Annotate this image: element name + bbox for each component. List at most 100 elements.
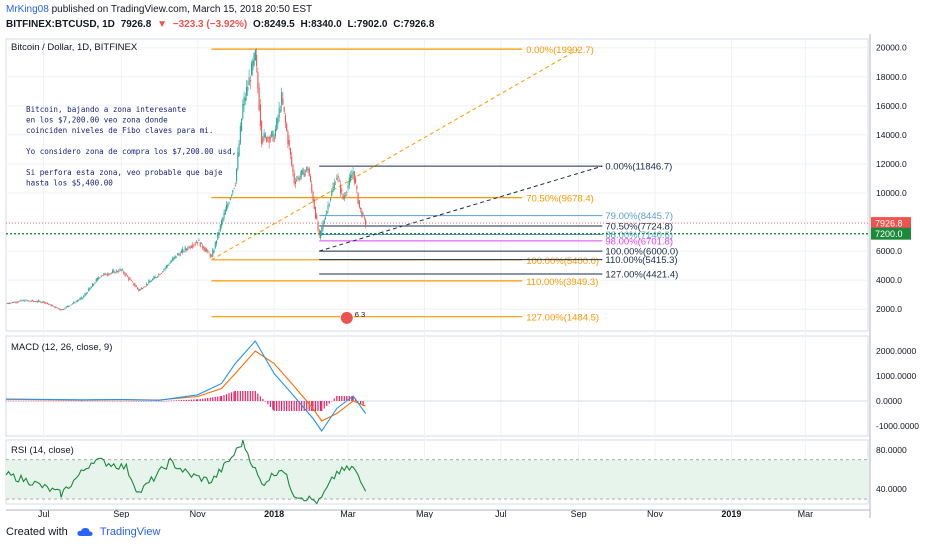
candle-body <box>80 297 82 300</box>
candle-body <box>79 298 81 300</box>
tradingview-link[interactable]: TradingView <box>99 526 161 538</box>
macd-histogram-bar <box>42 400 45 402</box>
candle-body <box>321 227 323 234</box>
macd-histogram-bar <box>230 392 233 401</box>
macd-histogram-bar <box>239 391 241 401</box>
macd-histogram-bar <box>138 401 140 402</box>
chart-area[interactable]: 0.00%(19902.7) 70.50%(9678.4) 100.00%(5400… <box>0 34 932 518</box>
macd-histogram-bar <box>303 401 305 411</box>
candle-body <box>261 121 263 144</box>
candle-body <box>145 283 147 286</box>
macd-histogram-bar <box>178 400 180 401</box>
candle-body <box>63 309 65 310</box>
candle-body <box>41 301 43 303</box>
candle-body <box>91 283 94 287</box>
candle-body <box>162 271 164 273</box>
candle-body <box>271 132 273 137</box>
candle-body <box>179 253 181 256</box>
candle-body <box>189 246 191 249</box>
candle-body <box>26 300 28 302</box>
candle-body <box>291 156 293 165</box>
candle-body <box>71 303 74 305</box>
macd-histogram-bar <box>119 400 121 402</box>
candle-body <box>143 287 145 289</box>
candle-body <box>28 300 30 302</box>
candle-body <box>75 301 77 303</box>
candle-body <box>292 164 294 173</box>
macd-histogram-bar <box>336 396 338 401</box>
macd-histogram-bar <box>357 401 359 402</box>
candle-body <box>212 250 214 257</box>
candle-body <box>330 198 332 201</box>
candle-body <box>309 176 312 182</box>
candle-body <box>129 278 131 280</box>
candle-body <box>164 267 166 269</box>
macd-histogram-bar <box>125 400 127 402</box>
macd-histogram-bar <box>223 395 225 401</box>
candle-body <box>18 301 20 303</box>
candle-body <box>272 130 274 137</box>
candle-body <box>328 204 330 206</box>
time-tick-label: May <box>416 509 434 518</box>
price-tick-label: 6000.0 <box>876 246 902 256</box>
macd-histogram-bar <box>10 400 12 402</box>
candle-body <box>350 175 352 182</box>
candle-body <box>132 281 134 283</box>
candle-body <box>152 278 154 281</box>
candle-body <box>178 253 180 255</box>
candle-body <box>251 62 253 76</box>
candle-body <box>308 168 310 177</box>
candle-body <box>96 277 99 281</box>
time-tick-label: Mar <box>340 509 356 518</box>
macd-histogram-bar <box>40 400 42 402</box>
macd-histogram-bar <box>262 399 264 401</box>
macd-histogram-bar <box>298 401 300 411</box>
candle-body <box>193 244 195 246</box>
macd-histogram-bar <box>283 401 285 411</box>
candle-body <box>40 301 42 303</box>
candle-body <box>56 307 58 309</box>
candle-body <box>20 299 22 302</box>
macd-histogram-bar <box>70 400 72 402</box>
macd-histogram-bar <box>188 399 190 401</box>
candle-body <box>68 305 70 307</box>
author-link[interactable]: MrKing08 <box>6 4 49 15</box>
candle-body <box>213 249 215 253</box>
candle-body <box>150 280 152 282</box>
candle-body <box>115 270 117 272</box>
macd-histogram-bar <box>163 400 165 402</box>
candle-body <box>283 106 285 112</box>
macd-histogram-bar <box>145 401 147 402</box>
candle-body <box>55 307 57 308</box>
candle-body <box>38 300 40 302</box>
candle-body <box>36 301 38 303</box>
time-tick-label: 2019 <box>721 509 741 518</box>
candle-body <box>203 246 205 251</box>
candle-body <box>241 118 243 132</box>
candle-body <box>46 303 48 304</box>
macd-histogram-bar <box>321 401 323 411</box>
macd-histogram-bar <box>63 400 65 402</box>
candle-body <box>69 305 71 307</box>
candle-body <box>124 272 126 276</box>
macd-histogram-bar <box>160 401 162 402</box>
macd-histogram-bar <box>111 400 114 402</box>
candle-body <box>15 301 17 303</box>
price-tick-label: 20000.0 <box>876 43 907 53</box>
candle-body <box>163 269 165 271</box>
candle-body <box>258 88 260 111</box>
macd-histogram-bar <box>37 400 40 402</box>
candle-body <box>357 192 359 204</box>
macd-histogram-bar <box>331 401 333 402</box>
candle-body <box>184 247 186 251</box>
candle-body <box>335 183 337 185</box>
macd-histogram-bar <box>158 401 160 402</box>
macd-histogram-bar <box>296 401 298 411</box>
candle-body <box>342 194 344 200</box>
macd-histogram-bar <box>94 400 96 402</box>
annotation-text: Yo considero zona de compra los $7,200.0… <box>26 147 236 156</box>
candle-body <box>318 230 320 236</box>
candle-body <box>45 302 47 304</box>
macd-histogram-bar <box>116 400 119 402</box>
macd-histogram-bar <box>27 400 30 402</box>
